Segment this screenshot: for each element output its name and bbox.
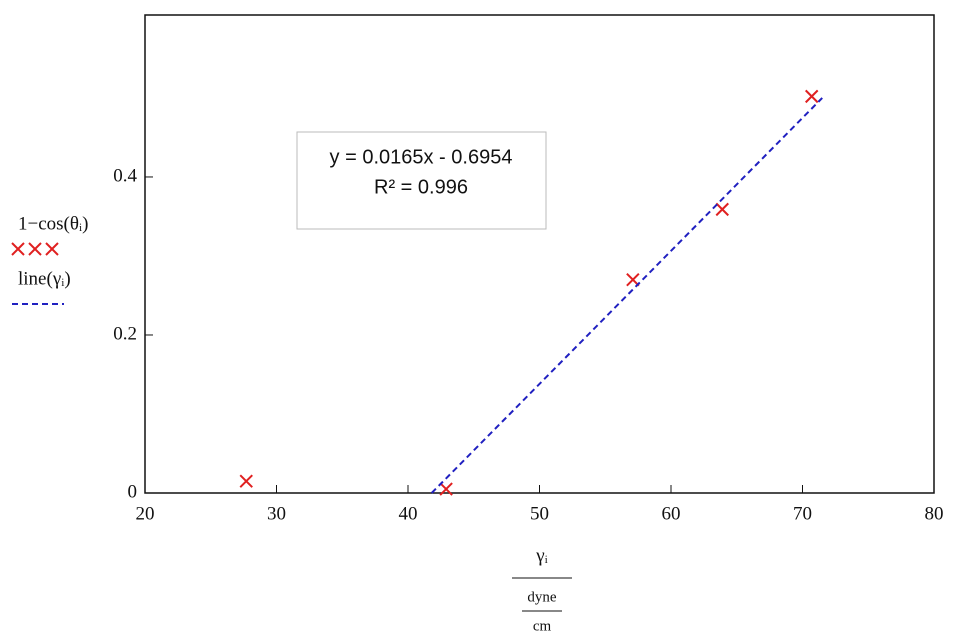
point bbox=[239, 474, 253, 488]
point bbox=[626, 272, 640, 287]
legend-marker bbox=[28, 242, 42, 256]
x-axis-unit: cm bbox=[533, 618, 552, 634]
x-tick-label: 40 bbox=[399, 503, 418, 524]
point bbox=[439, 482, 453, 496]
point bbox=[715, 202, 729, 217]
x-tick-label: 70 bbox=[793, 503, 812, 524]
annotation: y = 0.0165x - 0.6954 bbox=[330, 146, 513, 168]
point bbox=[804, 89, 819, 104]
x-tick-label: 20 bbox=[136, 503, 155, 524]
y-tick-label: 0.4 bbox=[113, 165, 137, 186]
x-axis-label: γᵢ bbox=[535, 545, 548, 566]
y-tick-label: 0 bbox=[128, 481, 138, 502]
x-axis-unit: dyne bbox=[527, 589, 557, 605]
fit-line bbox=[430, 97, 823, 494]
x-tick-label: 60 bbox=[662, 503, 681, 524]
annotation-box bbox=[296, 131, 547, 230]
plot-frame bbox=[144, 14, 935, 494]
legend-marker bbox=[11, 242, 25, 256]
x-tick-label: 50 bbox=[530, 503, 549, 524]
legend-label: line(γᵢ) bbox=[18, 268, 71, 289]
y-tick-label: 0.2 bbox=[113, 323, 137, 344]
annotation: R² = 0.996 bbox=[374, 176, 468, 198]
x-tick-label: 80 bbox=[925, 503, 944, 524]
legend-label: 1−cos(θᵢ) bbox=[18, 213, 88, 234]
x-tick-label: 30 bbox=[267, 503, 286, 524]
legend-marker bbox=[45, 242, 59, 256]
